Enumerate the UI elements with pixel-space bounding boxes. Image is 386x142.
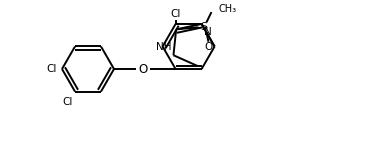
Text: Cl: Cl bbox=[47, 64, 57, 74]
Text: O: O bbox=[204, 42, 213, 52]
Text: NH: NH bbox=[156, 42, 171, 52]
Text: O: O bbox=[138, 62, 147, 76]
Text: S: S bbox=[200, 22, 207, 32]
Text: Cl: Cl bbox=[170, 9, 181, 19]
Text: N: N bbox=[203, 27, 212, 37]
Text: CH₃: CH₃ bbox=[218, 4, 237, 14]
Text: Cl: Cl bbox=[63, 97, 73, 106]
